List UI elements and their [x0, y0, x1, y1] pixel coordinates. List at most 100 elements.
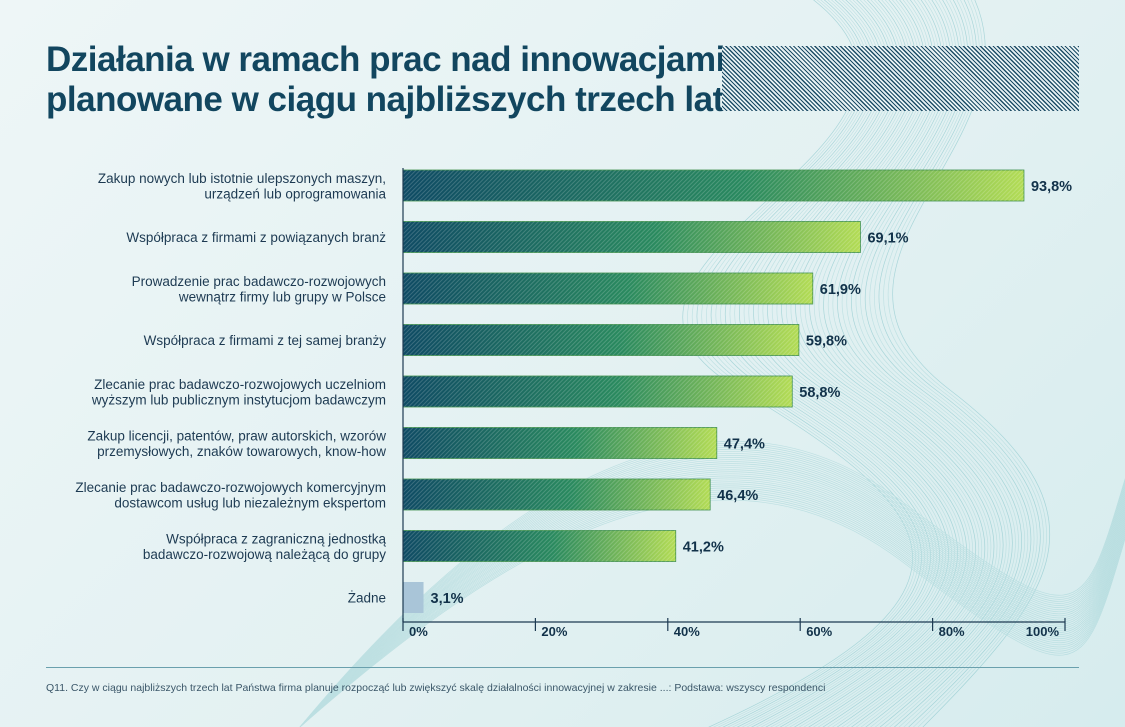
wave-line — [299, 485, 1125, 727]
category-label: Zlecanie prac badawczo-rozwojowych komer… — [75, 480, 386, 511]
bar-hatch — [403, 170, 1024, 201]
wave-line — [795, 0, 985, 727]
data-label: 3,1% — [431, 591, 464, 607]
data-label: 69,1% — [867, 231, 908, 247]
wave-line — [837, 0, 1013, 727]
wave-line — [715, 0, 934, 727]
bar — [403, 582, 424, 613]
x-tick-label: 60% — [806, 624, 832, 639]
wave-line — [299, 445, 1125, 727]
wave-line — [299, 459, 1125, 727]
wave-line — [743, 0, 952, 727]
wave-line — [785, 0, 979, 727]
wave-line — [299, 469, 1125, 727]
wave-line — [299, 487, 1125, 727]
wave-line — [781, 0, 976, 727]
wave-line — [846, 0, 1019, 727]
wave-line — [299, 449, 1125, 727]
wave-line — [299, 461, 1125, 727]
wave-line — [860, 0, 1029, 727]
category-label: Zlecanie prac badawczo-rozwojowych uczel… — [91, 377, 386, 408]
wave-line — [832, 0, 1010, 727]
wave-line — [299, 447, 1125, 727]
category-label: Prowadzenie prac badawczo-rozwojowych wew… — [132, 274, 386, 305]
bar-hatch — [403, 324, 799, 356]
footer-divider — [46, 667, 1079, 668]
wave-line — [738, 0, 949, 727]
wave-line — [687, 0, 916, 727]
bar-hatch — [403, 273, 813, 304]
x-tick-label: 80% — [939, 624, 965, 639]
wave-line — [299, 483, 1125, 727]
wave-line — [691, 0, 919, 727]
wave-line — [299, 451, 1125, 727]
wave-line — [724, 0, 940, 727]
wave-line — [799, 0, 989, 727]
category-label: Współpraca z firmami z tej samej branży — [144, 333, 387, 348]
wave-line — [696, 0, 922, 727]
wave-line — [299, 463, 1125, 727]
wave-line — [804, 0, 992, 727]
wave-line — [299, 453, 1125, 727]
wave-lines — [299, 0, 1125, 727]
wave-line — [790, 0, 982, 727]
wave-line — [299, 497, 1125, 727]
wave-line — [813, 0, 998, 727]
category-label: Zakup licencji, patentów, praw autorskic… — [87, 428, 386, 459]
x-tick-label: 40% — [674, 624, 700, 639]
bar-hatch — [403, 479, 711, 510]
wave-line — [682, 0, 913, 727]
hatched-decoration-block — [722, 46, 1079, 111]
wave-line — [705, 0, 928, 727]
wave-line — [776, 0, 973, 727]
wave-line — [299, 467, 1125, 727]
wave-line — [767, 0, 967, 727]
wave-line — [299, 475, 1125, 727]
wave-line — [841, 0, 1016, 727]
wave-line — [299, 479, 1125, 727]
wave-line — [809, 0, 995, 727]
wave-line — [734, 0, 946, 727]
wave-line — [299, 493, 1125, 727]
wave-line — [299, 477, 1125, 727]
wave-line — [299, 457, 1125, 727]
bar-hatch — [403, 530, 676, 562]
wave-line — [851, 0, 1022, 727]
wave-line — [710, 0, 931, 727]
title-line-2: planowane w ciągu najbliższych trzech la… — [46, 80, 724, 119]
x-tick-label: 0% — [409, 624, 428, 639]
bar-hatch — [403, 221, 861, 253]
data-label: 59,8% — [806, 334, 847, 350]
wave-line — [299, 471, 1125, 727]
category-label: Żadne — [348, 591, 386, 606]
bar-hatch — [403, 376, 793, 407]
wave-line — [299, 499, 1125, 727]
wave-line — [869, 0, 1035, 727]
wave-line — [299, 481, 1125, 727]
wave-line — [720, 0, 937, 727]
wave-line — [818, 0, 1001, 727]
category-label: Współpraca z zagraniczną jednostką badawc… — [143, 531, 387, 562]
footnote: Q11. Czy w ciągu najbliższych trzech lat… — [46, 682, 826, 694]
wave-line — [299, 465, 1125, 727]
wave-line — [299, 489, 1125, 727]
data-label: 93,8% — [1031, 179, 1072, 195]
wave-line — [701, 0, 925, 727]
data-label: 41,2% — [683, 540, 724, 556]
wave-line — [823, 0, 1004, 727]
wave-line — [887, 0, 1047, 727]
wave-line — [299, 455, 1125, 727]
wave-line — [729, 0, 943, 727]
wave-line — [762, 0, 964, 727]
wave-line — [883, 0, 1044, 727]
category-label: Współpraca z firmami z powiązanych branż — [126, 230, 386, 245]
x-tick-label: 20% — [541, 624, 567, 639]
category-label: Zakup nowych lub istotnie ulepszonych ma… — [98, 171, 387, 202]
wave-line — [299, 473, 1125, 727]
title-line-1: Działania w ramach prac nad innowacjami — [46, 40, 725, 79]
wave-line — [864, 0, 1032, 727]
page-title: Działania w ramach prac nad innowacjami … — [46, 40, 726, 120]
bar-hatch — [403, 427, 717, 459]
